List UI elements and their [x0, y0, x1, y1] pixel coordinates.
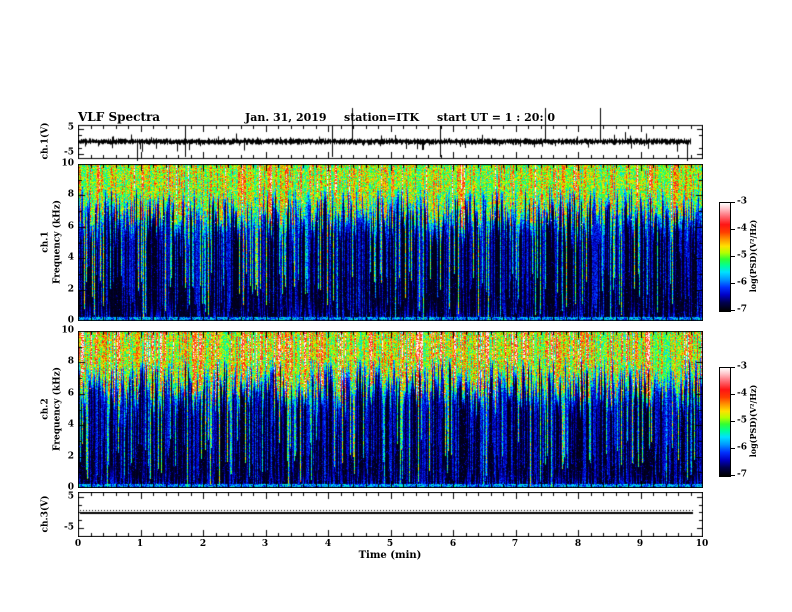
- x-tick-label: 5: [386, 539, 394, 549]
- colorbar-tick: [730, 256, 735, 257]
- colorbar-tick: [730, 202, 735, 203]
- x-tick-label: 0: [74, 539, 82, 549]
- colorbar2-axis-label: log(PSD)(V²/Hz): [748, 384, 758, 458]
- wave1-ytick-5: 5: [67, 122, 74, 133]
- colorbar1-axis-label: log(PSD)(V²/Hz): [748, 219, 758, 293]
- colorbar-tick: [730, 367, 735, 368]
- wave1-axis-label: ch.1(V): [40, 122, 51, 160]
- spec2-ytick: 2: [67, 451, 74, 462]
- ch2-spectrogram: [78, 331, 703, 488]
- x-tick-label: 6: [449, 539, 457, 549]
- x-tick-label: 3: [261, 539, 269, 549]
- spec1-ytick: 2: [67, 284, 74, 295]
- spec1-ytick: 10: [61, 158, 74, 169]
- colorbar1-tick-label: -3: [737, 196, 747, 207]
- colorbar1-tick-label: -4: [737, 223, 747, 234]
- colorbar-ch1: [719, 202, 731, 312]
- wave3-axis-label: ch.3(V): [40, 495, 51, 533]
- ch1-waveform-plot: [78, 100, 703, 165]
- colorbar-tick: [730, 448, 735, 449]
- colorbar2-tick-label: -5: [737, 415, 747, 426]
- spec2-channel-label: ch.2: [40, 398, 51, 420]
- colorbar2-tick-label: -6: [737, 442, 747, 453]
- x-tick-label: 4: [324, 539, 332, 549]
- spec1-ytick: 6: [67, 221, 74, 232]
- colorbar-tick: [730, 310, 735, 311]
- spec2-ytick: 6: [67, 388, 74, 399]
- x-tick-label: 2: [199, 539, 207, 549]
- colorbar-tick: [730, 283, 735, 284]
- wave3-ytick-minus5: -5: [64, 522, 74, 533]
- colorbar1-tick-label: -7: [737, 304, 747, 315]
- x-tick-label: 9: [636, 539, 644, 549]
- ch3-waveform-plot: [78, 492, 703, 537]
- x-tick-label: 8: [574, 539, 582, 549]
- ch1-spectrogram: [78, 164, 703, 321]
- colorbar1-tick-label: -5: [737, 250, 747, 261]
- colorbar-tick: [730, 229, 735, 230]
- x-tick-label: 1: [136, 539, 144, 549]
- colorbar-tick: [730, 475, 735, 476]
- spec2-freq-axis-label: Frequency (kHz): [52, 366, 63, 452]
- spec1-ytick: 4: [67, 252, 74, 263]
- colorbar-tick: [730, 421, 735, 422]
- spec2-ytick: 0: [67, 482, 74, 493]
- spec2-ytick: 10: [61, 325, 74, 336]
- x-tick-label: 10: [695, 539, 709, 549]
- spec2-ytick: 4: [67, 419, 74, 430]
- colorbar-tick: [730, 394, 735, 395]
- spec1-channel-label: ch.1: [40, 231, 51, 253]
- colorbar-ch2: [719, 367, 731, 477]
- x-tick-label: 7: [511, 539, 519, 549]
- spec2-ytick: 8: [67, 356, 74, 367]
- wave3-ytick-5: 5: [67, 491, 74, 502]
- spec1-ytick: 0: [67, 315, 74, 326]
- colorbar2-tick-label: -7: [737, 469, 747, 480]
- x-axis-title: Time (min): [358, 550, 422, 561]
- wave1-ytick-minus5: -5: [64, 147, 74, 158]
- colorbar2-tick-label: -3: [737, 361, 747, 372]
- spec1-freq-axis-label: Frequency (kHz): [52, 199, 63, 285]
- spec1-ytick: 8: [67, 189, 74, 200]
- colorbar1-tick-label: -6: [737, 277, 747, 288]
- colorbar2-tick-label: -4: [737, 388, 747, 399]
